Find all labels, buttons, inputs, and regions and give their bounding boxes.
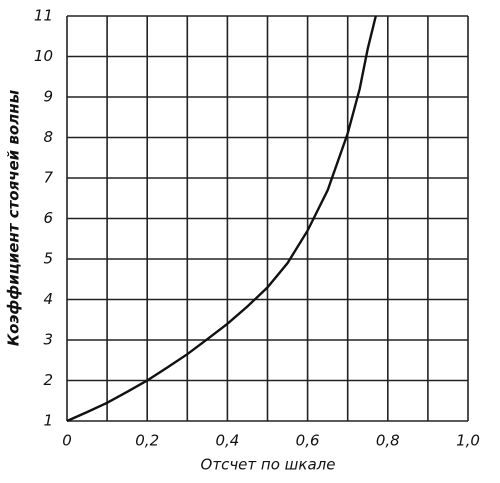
x-tick-label: 0,2 — [135, 432, 159, 450]
y-tick-label: 1 — [43, 412, 53, 430]
y-axis-label: Коэффициент стоячей волны — [5, 89, 23, 346]
y-tick-label: 11 — [34, 7, 53, 25]
x-tick-label: 0,6 — [296, 432, 320, 450]
y-tick-label: 4 — [43, 290, 53, 308]
y-tick-label: 8 — [43, 128, 53, 146]
y-tick-label: 10 — [34, 47, 53, 65]
curve — [66, 15, 377, 423]
y-tick-label: 2 — [43, 371, 53, 389]
y-tick-label: 3 — [43, 331, 53, 349]
y-tick-label: 6 — [43, 209, 53, 227]
y-tick-label: 9 — [43, 88, 53, 106]
y-tick-label: 5 — [43, 250, 53, 268]
y-tick-label: 7 — [43, 169, 53, 187]
x-tick-label: 0,8 — [376, 432, 400, 450]
x-tick-label: 1,0 — [456, 432, 480, 450]
x-axis-label: Отсчет по шкале — [201, 456, 336, 474]
x-tick-label: 0,4 — [215, 432, 239, 450]
x-tick-label: 0 — [62, 432, 72, 450]
